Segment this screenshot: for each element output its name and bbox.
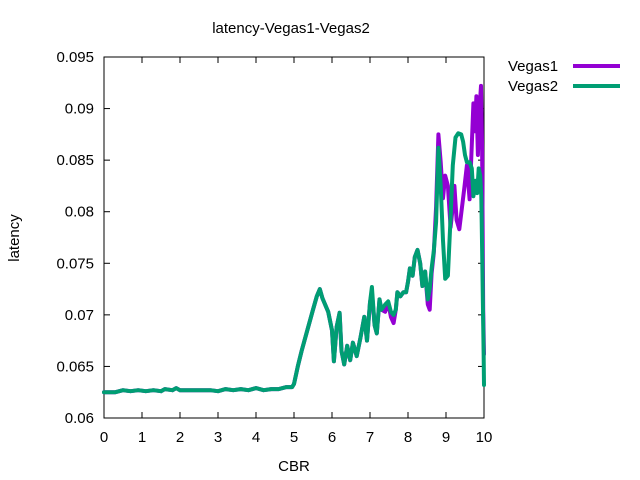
x-tick-label: 3 xyxy=(214,429,222,446)
x-tick-label: 0 xyxy=(100,429,108,446)
x-tick-label: 7 xyxy=(366,429,374,446)
y-tick-label: 0.08 xyxy=(65,204,94,221)
series-line-vegas1 xyxy=(102,83,486,395)
legend-label-vegas2: Vegas2 xyxy=(508,78,558,95)
x-tick-label: 9 xyxy=(442,429,450,446)
chart-title: latency-Vegas1-Vegas2 xyxy=(212,20,370,37)
x-tick-label: 1 xyxy=(138,429,146,446)
y-tick-label: 0.075 xyxy=(56,255,94,272)
series-layer xyxy=(102,83,486,395)
y-axis: 0.06 0.065 0.07 0.075 0.08 0.085 0.09 0.095 xyxy=(56,49,484,427)
y-tick-label: 0.065 xyxy=(56,358,94,375)
y-tick-label: 0.07 xyxy=(65,307,94,324)
x-tick-label: 5 xyxy=(290,429,298,446)
y-tick-label: 0.095 xyxy=(56,49,94,66)
plot-frame xyxy=(103,56,485,419)
series-line-vegas2 xyxy=(102,131,486,395)
legend: Vegas1 Vegas2 xyxy=(508,58,620,95)
x-tick-label: 2 xyxy=(176,429,184,446)
x-axis-label: CBR xyxy=(278,458,310,475)
x-tick-label: 8 xyxy=(404,429,412,446)
x-tick-label: 10 xyxy=(476,429,493,446)
y-axis-label: latency xyxy=(6,214,23,262)
y-tick-label: 0.085 xyxy=(56,152,94,169)
legend-label-vegas1: Vegas1 xyxy=(508,58,558,75)
x-tick-label: 6 xyxy=(328,429,336,446)
x-axis: 0 1 2 3 4 5 6 7 8 9 10 xyxy=(100,57,493,446)
y-tick-label: 0.09 xyxy=(65,101,94,118)
x-tick-label: 4 xyxy=(252,429,260,446)
y-tick-label: 0.06 xyxy=(65,410,94,427)
